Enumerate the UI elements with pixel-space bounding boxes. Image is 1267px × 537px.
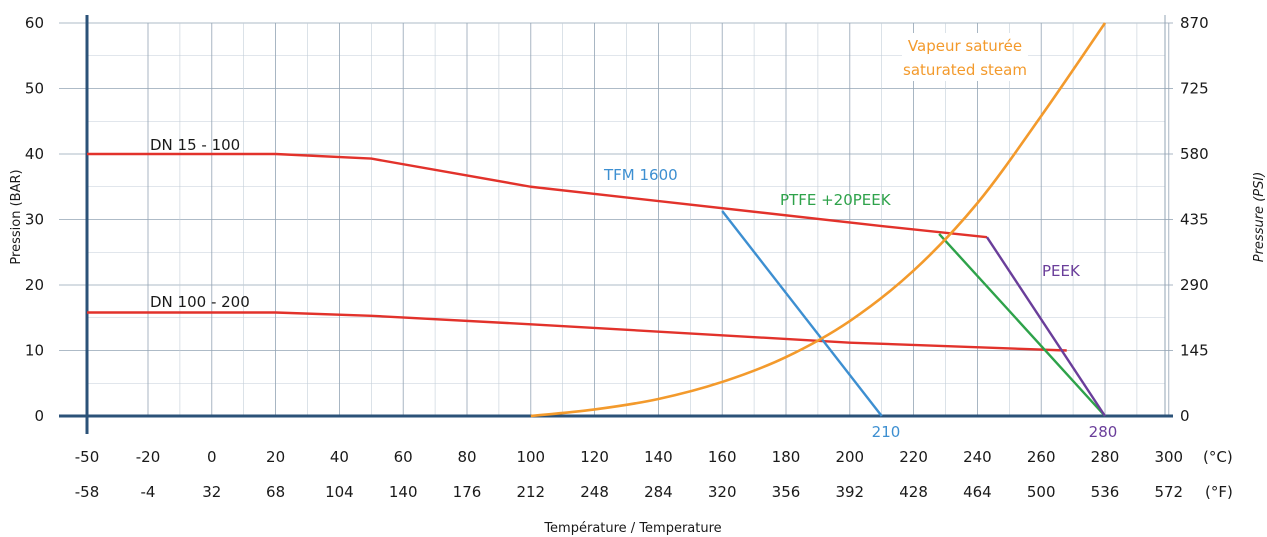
steam-label-bg [902, 33, 1028, 81]
y-tick-bar-50: 50 [25, 80, 44, 98]
x-tick-c-220: 220 [899, 448, 928, 466]
x-tick-c-100: 100 [516, 448, 545, 466]
label-steam-fr: Vapeur saturée [908, 37, 1022, 55]
x-tick-c-180: 180 [772, 448, 801, 466]
x-tick-f-176: 176 [453, 483, 482, 501]
x-ticks-celsius: -50 -20 0 20 40 60 80 100 120 140 160 180 200 220 240 2… [75, 448, 1183, 466]
label-dn100-200: DN 100 - 200 [150, 293, 250, 311]
x-tick-c-140: 140 [644, 448, 673, 466]
x-tick-f--4: -4 [141, 483, 156, 501]
series-dn-15-100 [87, 152, 988, 239]
x-tick-f-104: 104 [325, 483, 354, 501]
y-axis-title-left: Pression (BAR) [9, 169, 24, 264]
x-tick-c-60: 60 [394, 448, 413, 466]
x-tick-c--50: -50 [75, 448, 100, 466]
series-vapeur-satur-e-saturated-steam [530, 22, 1107, 418]
y-tick-psi-0: 0 [1180, 407, 1190, 425]
x-axis-title: Température / Temperature [543, 521, 721, 536]
x-tick-f-248: 248 [580, 483, 609, 501]
x-tick-c-260: 260 [1027, 448, 1056, 466]
y-axis-title-right: Pressure (PSI) [1252, 172, 1267, 263]
series-peek [985, 236, 1107, 417]
y-tick-bar-20: 20 [25, 276, 44, 294]
x-tick-f-392: 392 [835, 483, 864, 501]
y-tick-psi-725: 725 [1180, 80, 1209, 98]
series-ptfe-20peek [938, 233, 1106, 417]
y-tick-psi-290: 290 [1180, 276, 1209, 294]
y-tick-bar-30: 30 [25, 211, 44, 229]
x-tick-c-240: 240 [963, 448, 992, 466]
label-ptfe-20peek: PTFE +20PEEK [780, 191, 892, 209]
x-ticks-fahrenheit: -58 -4 32 68 104 140 176 212 248 284 320 356 392 428 4… [75, 483, 1183, 501]
x-tick-c--20: -20 [136, 448, 161, 466]
x-tick-f-428: 428 [899, 483, 928, 501]
label-end-280: 280 [1089, 423, 1118, 441]
x-tick-f-32: 32 [202, 483, 221, 501]
series-lines [87, 22, 1107, 418]
y-tick-bar-10: 10 [25, 342, 44, 360]
x-tick-f-284: 284 [644, 483, 673, 501]
x-tick-f--58: -58 [75, 483, 100, 501]
y-tick-psi-435: 435 [1180, 211, 1209, 229]
label-steam-en: saturated steam [903, 61, 1027, 79]
x-tick-f-320: 320 [708, 483, 737, 501]
x-tick-c-20: 20 [266, 448, 285, 466]
x-tick-c-80: 80 [457, 448, 476, 466]
label-tfm1600: TFM 1600 [603, 166, 678, 184]
x-tick-c-0: 0 [207, 448, 217, 466]
y-tick-bar-60: 60 [25, 14, 44, 32]
y-ticks-psi: 0 145 290 435 580 725 870 [1180, 14, 1209, 425]
x-tick-f-212: 212 [516, 483, 545, 501]
x-tick-c-280: 280 [1091, 448, 1120, 466]
label-dn15-100: DN 15 - 100 [150, 136, 240, 154]
x-tick-c-40: 40 [330, 448, 349, 466]
x-tick-c-300: 300 [1154, 448, 1183, 466]
y-tick-bar-0: 0 [34, 407, 44, 425]
label-peek: PEEK [1042, 262, 1081, 280]
x-tick-f-500: 500 [1027, 483, 1056, 501]
x-tick-c-160: 160 [708, 448, 737, 466]
x-tick-f-68: 68 [266, 483, 285, 501]
y-tick-psi-870: 870 [1180, 14, 1209, 32]
label-end-210: 210 [872, 423, 901, 441]
x-tick-c-120: 120 [580, 448, 609, 466]
x-tick-f-464: 464 [963, 483, 992, 501]
y-tick-psi-580: 580 [1180, 145, 1209, 163]
y-tick-bar-40: 40 [25, 145, 44, 163]
x-tick-f-536: 536 [1091, 483, 1120, 501]
x-unit-celsius: (°C) [1203, 448, 1233, 466]
x-tick-f-572: 572 [1154, 483, 1183, 501]
x-unit-fahrenheit: (°F) [1205, 483, 1233, 501]
x-tick-f-356: 356 [772, 483, 801, 501]
series-dn-100-200 [87, 311, 1067, 352]
series-tfm-1600 [721, 210, 883, 417]
y-ticks-bar: 0 10 20 30 40 50 60 [25, 14, 44, 425]
x-tick-f-140: 140 [389, 483, 418, 501]
x-tick-c-200: 200 [835, 448, 864, 466]
y-tick-psi-145: 145 [1180, 342, 1209, 360]
